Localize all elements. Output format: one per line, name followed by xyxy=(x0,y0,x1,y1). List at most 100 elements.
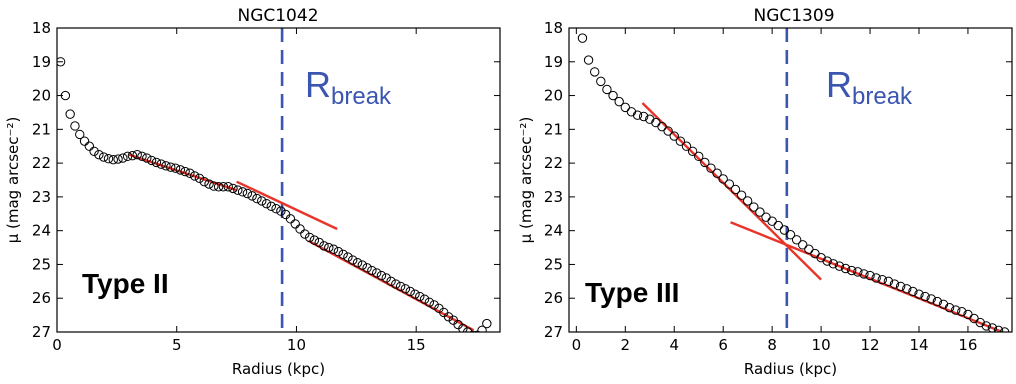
data-point xyxy=(785,230,796,240)
data-point xyxy=(477,325,487,332)
data-point xyxy=(669,131,679,141)
data-point xyxy=(161,161,171,171)
data-point xyxy=(957,307,967,317)
data-point xyxy=(127,150,138,161)
x-tick-label: 6 xyxy=(718,336,728,354)
data-point xyxy=(638,111,649,122)
data-point xyxy=(285,214,296,224)
data-point xyxy=(895,281,906,292)
data-point xyxy=(304,232,315,243)
y-tick-label: 23 xyxy=(544,188,563,206)
data-point xyxy=(94,149,104,160)
data-point xyxy=(381,273,391,283)
x-tick-label: 10 xyxy=(812,336,831,354)
data-point xyxy=(146,155,157,166)
data-point xyxy=(290,219,300,229)
rbreak-main: R xyxy=(826,64,852,105)
data-point xyxy=(333,246,344,257)
data-point xyxy=(415,291,425,302)
data-point xyxy=(233,185,243,195)
data-point xyxy=(583,55,594,65)
data-point xyxy=(98,152,109,162)
data-point xyxy=(944,302,955,313)
data-point xyxy=(194,173,205,184)
rbreak-sub: break xyxy=(852,83,913,110)
data-point xyxy=(608,90,618,101)
data-point xyxy=(773,220,783,231)
data-point xyxy=(57,57,66,67)
rbreak-label: Rbreak xyxy=(826,64,913,110)
data-point xyxy=(482,318,492,329)
data-point xyxy=(199,176,209,187)
data-point xyxy=(75,129,85,140)
data-point xyxy=(228,183,238,194)
data-point xyxy=(424,297,435,307)
data-point xyxy=(108,155,118,165)
panel-title: NGC1042 xyxy=(237,6,318,26)
data-point xyxy=(209,181,219,191)
data-point xyxy=(391,279,401,289)
data-point xyxy=(84,141,95,151)
data-point xyxy=(319,241,329,251)
y-tick-label: 21 xyxy=(544,120,563,138)
data-point xyxy=(266,201,277,212)
data-point xyxy=(889,279,900,289)
data-point xyxy=(675,136,686,146)
data-point xyxy=(724,179,735,189)
data-point xyxy=(137,151,147,162)
data-point xyxy=(223,182,233,192)
data-point xyxy=(981,321,992,331)
data-point xyxy=(276,206,286,216)
data-point xyxy=(371,268,382,278)
data-point xyxy=(79,136,90,146)
data-point xyxy=(429,300,439,310)
data-point xyxy=(362,263,372,273)
data-point xyxy=(865,270,875,281)
data-point xyxy=(730,184,741,195)
data-point xyxy=(237,187,248,197)
data-point xyxy=(348,255,358,265)
data-point xyxy=(718,174,728,184)
data-point xyxy=(405,286,415,297)
data-point xyxy=(859,269,869,279)
data-point xyxy=(185,168,195,178)
data-point xyxy=(419,294,430,304)
data-point xyxy=(213,182,224,192)
data-point xyxy=(443,312,454,322)
y-tick-label: 18 xyxy=(544,19,563,37)
data-point xyxy=(170,163,181,173)
panel-title: NGC1309 xyxy=(753,6,834,26)
data-point xyxy=(853,267,863,277)
x-tick-label: 14 xyxy=(909,336,928,354)
y-tick-label: 27 xyxy=(544,323,563,341)
data-point xyxy=(804,244,814,254)
data-point xyxy=(367,265,377,276)
fit-line-2 xyxy=(236,180,338,231)
data-point xyxy=(295,224,305,234)
data-point xyxy=(602,84,612,95)
data-point xyxy=(328,244,339,254)
data-point xyxy=(706,163,716,173)
data-point xyxy=(779,225,790,235)
data-point xyxy=(309,235,320,245)
panel-ngc1042: 0 5 10 15 18 19 20 21 22 23 24 25 26 27 NGC1042 Radiu… xyxy=(4,6,501,378)
data-point xyxy=(103,154,114,164)
data-point xyxy=(122,151,133,162)
data-point xyxy=(687,146,698,156)
data-point xyxy=(189,171,200,181)
x-axis-label: Radius (kpc) xyxy=(232,360,325,378)
data-point xyxy=(166,162,176,172)
rbreak-sub: break xyxy=(331,83,392,110)
y-tick-label: 20 xyxy=(544,87,563,105)
data-point xyxy=(151,157,162,168)
data-point xyxy=(70,121,80,131)
data-point xyxy=(742,196,753,206)
data-point xyxy=(376,270,387,281)
y-tick-label: 27 xyxy=(32,323,51,341)
data-point xyxy=(828,259,839,269)
data-point xyxy=(926,294,936,304)
data-point xyxy=(657,121,667,132)
profile-type-label: Type III xyxy=(585,277,679,308)
